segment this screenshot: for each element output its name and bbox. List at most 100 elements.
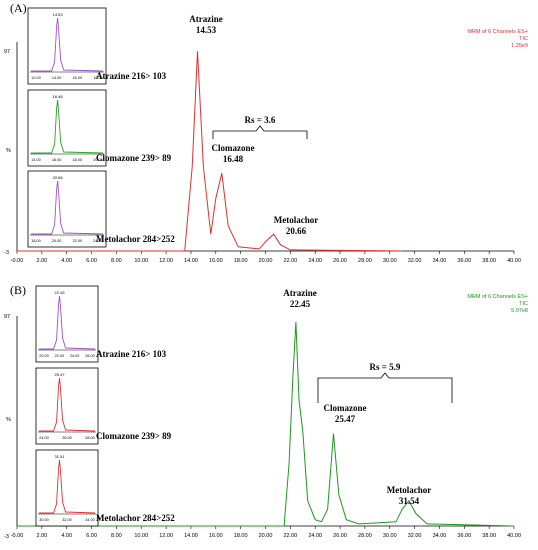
x-tick-label: 14.00 (184, 533, 198, 539)
inset-tick-label: 24.00 (70, 354, 80, 358)
x-tick-label: 8.00 (111, 533, 122, 539)
inset-tick-label: 20.00 (93, 158, 103, 162)
inset-trace (31, 99, 104, 154)
resolution-bracket (317, 372, 453, 403)
x-tick-label: 2.00 (36, 258, 47, 264)
x-tick-label: 10.00 (134, 258, 148, 264)
x-tick-label: 14.00 (184, 258, 198, 264)
peak-rt-label: 25.47 (335, 414, 356, 424)
x-tick-label: 30.00 (383, 533, 397, 539)
header-text: TIC (519, 301, 528, 307)
inset-tick-label: 26.00 (85, 354, 95, 358)
inset-frame (35, 449, 99, 527)
x-tick-label: 22.00 (283, 258, 297, 264)
inset-frame (27, 7, 107, 85)
x-tick-label: 6.00 (86, 533, 97, 539)
peak-rt-label: 22.45 (290, 299, 311, 309)
x-tick-label: 18.00 (234, 533, 248, 539)
inset-tick-label: 20.00 (39, 354, 49, 358)
peak-rt-label: 31.54 (399, 496, 420, 506)
x-tick-label: 40.00 (507, 258, 521, 264)
inset-trace (31, 180, 104, 235)
x-tick-label: 2.00 (36, 533, 47, 539)
x-tick-label: 4.00 (61, 533, 72, 539)
inset-tick-label: 28.00 (85, 436, 95, 440)
x-tick-label: 24.00 (308, 533, 322, 539)
inset-channel-label: Clomazone 239> 89 (96, 153, 172, 163)
x-tick-label: 30.00 (383, 258, 397, 264)
x-tick-label: 12.00 (159, 533, 173, 539)
panel-b: (B) 97 -3% -0.00 2.00 4.00 6.00 8.00 10.00 12.00 1… (4, 283, 528, 540)
y-unit-label: % (6, 148, 11, 154)
chromatogram-trace (17, 51, 403, 252)
x-tick-label: 38.00 (482, 258, 496, 264)
inset-chromatogram: 25.47 24.00 26.00 28.00 Clomazone 239> 89 (35, 367, 172, 445)
header-text: 5.97e8 (511, 308, 528, 314)
peak-name-label: Clomazone (212, 143, 255, 153)
x-tick-label: -0.00 (11, 533, 24, 539)
x-tick-label: 32.00 (408, 258, 422, 264)
header-text: 1.25e9 (511, 43, 528, 49)
x-tick-label: 36.00 (457, 258, 471, 264)
inset-tick-label: 22.00 (73, 239, 83, 243)
peak-name-label: Atrazine (189, 14, 223, 24)
resolution-bracket (212, 125, 308, 139)
x-tick-label: 12.00 (159, 258, 173, 264)
x-tick-label: 34.00 (433, 258, 447, 264)
inset-tick-label: 18.00 (93, 76, 103, 80)
x-tick-label: -0.00 (11, 258, 24, 264)
inset-tick-label: 26.00 (62, 436, 72, 440)
y-tick-label: 97 (4, 314, 10, 320)
inset-frame (27, 170, 107, 248)
peak-name-label: Metolachor (274, 215, 318, 225)
inset-frame (27, 89, 107, 167)
x-tick-label: 8.00 (111, 258, 122, 264)
inset-peak-label: 31.51 (55, 454, 66, 459)
inset-tick-label: 16.00 (73, 76, 83, 80)
inset-trace (39, 377, 96, 432)
inset-peak-label: 20.66 (53, 175, 64, 180)
x-tick-label: 28.00 (358, 258, 372, 264)
inset-peak-label: 22.45 (55, 290, 66, 295)
inset-tick-label: 22.00 (55, 354, 65, 358)
x-tick-label: 36.00 (457, 533, 471, 539)
x-tick-label: 16.00 (209, 533, 223, 539)
peak-rt-label: 20.66 (286, 226, 307, 236)
header-text: MRM of 6 Channels ES+ (467, 294, 528, 300)
x-tick-label: 26.00 (333, 258, 347, 264)
inset-tick-label: 24.00 (39, 436, 49, 440)
x-tick-label: 16.00 (209, 258, 223, 264)
inset-tick-label: 12.00 (31, 76, 41, 80)
inset-frame (35, 285, 99, 363)
inset-peak-label: 16.48 (53, 94, 64, 99)
inset-tick-label: 16.00 (52, 158, 62, 162)
x-tick-label: 10.00 (134, 533, 148, 539)
x-tick-label: 34.00 (433, 533, 447, 539)
inset-channel-label: Clomazone 239> 89 (96, 431, 172, 441)
y-tick-label: -3 (4, 250, 9, 256)
x-tick-label: 4.00 (61, 258, 72, 264)
y-unit-label: % (6, 417, 11, 423)
inset-tick-label: 32.00 (62, 518, 72, 522)
header-text: MRM of 6 Channels ES+ (467, 29, 528, 35)
inset-peak-label: 25.47 (55, 372, 66, 377)
x-tick-label: 6.00 (86, 258, 97, 264)
y-tick-label: 97 (4, 49, 10, 55)
chromatogram-trace (17, 321, 515, 527)
inset-channel-label: Metolachor 284>252 (96, 513, 175, 523)
panel-label: (B) (10, 283, 26, 297)
peak-name-label: Clomazone (324, 403, 367, 413)
inset-chromatogram: 22.45 20.00 22.00 24.00 26.00 Atrazine 216> 1… (35, 285, 167, 363)
inset-channel-label: Atrazine 216> 103 (96, 349, 167, 359)
x-tick-label: 26.00 (333, 533, 347, 539)
inset-tick-label: 14.00 (31, 158, 41, 162)
inset-channel-label: Atrazine 216> 103 (96, 71, 167, 81)
inset-tick-label: 18.00 (31, 239, 41, 243)
inset-tick-label: 20.00 (52, 239, 62, 243)
x-tick-label: 20.00 (259, 533, 273, 539)
inset-trace (31, 17, 104, 72)
